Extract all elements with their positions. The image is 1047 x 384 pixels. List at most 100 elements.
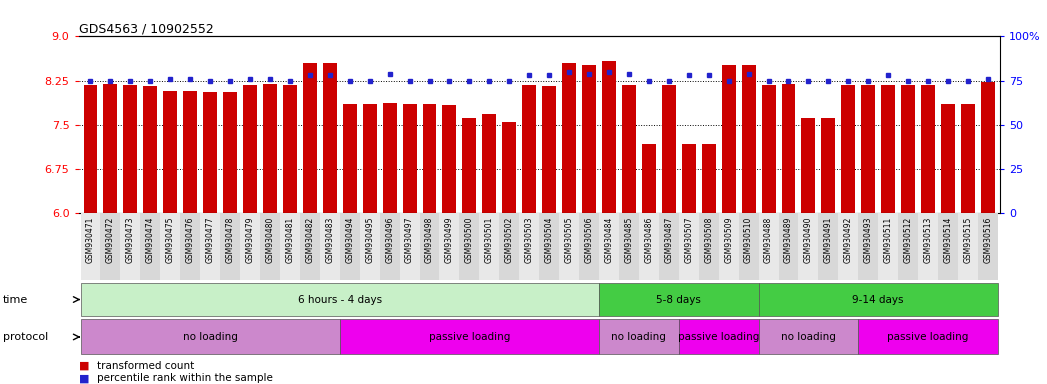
Bar <box>243 85 257 213</box>
Text: GSM930510: GSM930510 <box>744 217 753 263</box>
Text: GSM930493: GSM930493 <box>864 217 873 263</box>
Bar <box>718 213 738 280</box>
Bar <box>682 144 696 213</box>
Bar <box>240 213 260 280</box>
Text: GSM930477: GSM930477 <box>205 217 215 263</box>
Text: GSM930482: GSM930482 <box>306 217 314 263</box>
Text: protocol: protocol <box>3 332 48 342</box>
Text: GSM930506: GSM930506 <box>584 217 594 263</box>
Text: GSM930513: GSM930513 <box>923 217 933 263</box>
Text: GSM930489: GSM930489 <box>784 217 793 263</box>
Bar <box>81 283 599 316</box>
Bar <box>403 104 417 213</box>
Text: passive loading: passive loading <box>428 332 510 342</box>
Bar <box>263 84 277 213</box>
Text: GSM930478: GSM930478 <box>225 217 235 263</box>
Bar <box>642 144 655 213</box>
Bar <box>124 85 137 213</box>
Text: GSM930512: GSM930512 <box>904 217 913 263</box>
Bar <box>280 213 299 280</box>
Bar <box>463 118 476 213</box>
Bar <box>741 65 756 213</box>
Text: GSM930484: GSM930484 <box>604 217 614 263</box>
Text: GSM930499: GSM930499 <box>445 217 454 263</box>
Bar <box>698 213 718 280</box>
Text: no loading: no loading <box>781 332 836 342</box>
Bar <box>842 85 855 213</box>
Bar <box>522 85 536 213</box>
Text: GSM930481: GSM930481 <box>286 217 294 263</box>
Bar <box>319 213 340 280</box>
Bar <box>163 91 177 213</box>
Bar <box>362 104 377 213</box>
Bar <box>120 213 140 280</box>
Text: GSM930502: GSM930502 <box>505 217 514 263</box>
Bar <box>382 103 397 213</box>
Bar <box>822 118 836 213</box>
Bar <box>678 319 759 354</box>
Bar <box>799 213 819 280</box>
Bar <box>342 104 357 213</box>
Bar <box>619 213 639 280</box>
Text: percentile rank within the sample: percentile rank within the sample <box>97 373 273 383</box>
Bar <box>582 65 596 213</box>
Text: GSM930487: GSM930487 <box>665 217 673 263</box>
Bar <box>380 213 400 280</box>
Bar <box>203 93 217 213</box>
Text: GSM930504: GSM930504 <box>544 217 554 263</box>
Bar <box>819 213 839 280</box>
Text: time: time <box>3 295 28 305</box>
Text: ■: ■ <box>79 361 89 371</box>
Bar <box>160 213 180 280</box>
Text: no loading: no loading <box>611 332 666 342</box>
Bar <box>499 213 519 280</box>
Bar <box>662 85 675 213</box>
Bar <box>659 213 678 280</box>
Bar <box>322 63 337 213</box>
Bar <box>400 213 420 280</box>
Text: GSM930472: GSM930472 <box>106 217 115 263</box>
Text: GSM930476: GSM930476 <box>185 217 195 263</box>
Text: GSM930491: GSM930491 <box>824 217 832 263</box>
Text: GSM930483: GSM930483 <box>326 217 334 263</box>
Bar <box>423 104 437 213</box>
Text: GSM930494: GSM930494 <box>346 217 354 263</box>
Bar <box>283 85 297 213</box>
Text: GSM930505: GSM930505 <box>564 217 574 263</box>
Bar <box>440 213 460 280</box>
Text: 6 hours - 4 days: 6 hours - 4 days <box>297 295 382 305</box>
Text: GSM930508: GSM930508 <box>705 217 713 263</box>
Text: GSM930474: GSM930474 <box>146 217 155 263</box>
Bar <box>559 213 579 280</box>
Text: 5-8 days: 5-8 days <box>656 295 701 305</box>
Bar <box>340 319 599 354</box>
Bar <box>183 91 197 213</box>
Bar <box>299 213 319 280</box>
Text: GSM930514: GSM930514 <box>943 217 953 263</box>
Bar <box>260 213 280 280</box>
Text: GDS4563 / 10902552: GDS4563 / 10902552 <box>79 22 214 35</box>
Text: GSM930496: GSM930496 <box>385 217 394 263</box>
Bar <box>781 84 796 213</box>
Bar <box>101 213 120 280</box>
Bar <box>562 63 576 213</box>
Bar <box>701 144 716 213</box>
Bar <box>200 213 220 280</box>
Text: GSM930485: GSM930485 <box>624 217 633 263</box>
Bar <box>958 213 978 280</box>
Bar <box>81 213 101 280</box>
Bar <box>921 85 935 213</box>
Text: GSM930501: GSM930501 <box>485 217 494 263</box>
Text: GSM930516: GSM930516 <box>983 217 993 263</box>
Bar <box>420 213 440 280</box>
Bar <box>862 85 875 213</box>
Bar <box>140 213 160 280</box>
Text: no loading: no loading <box>183 332 238 342</box>
Bar <box>779 213 799 280</box>
Text: GSM930503: GSM930503 <box>525 217 534 263</box>
Bar <box>941 104 955 213</box>
Bar <box>678 213 698 280</box>
Text: GSM930511: GSM930511 <box>884 217 893 263</box>
Bar <box>443 105 456 213</box>
Bar <box>460 213 480 280</box>
